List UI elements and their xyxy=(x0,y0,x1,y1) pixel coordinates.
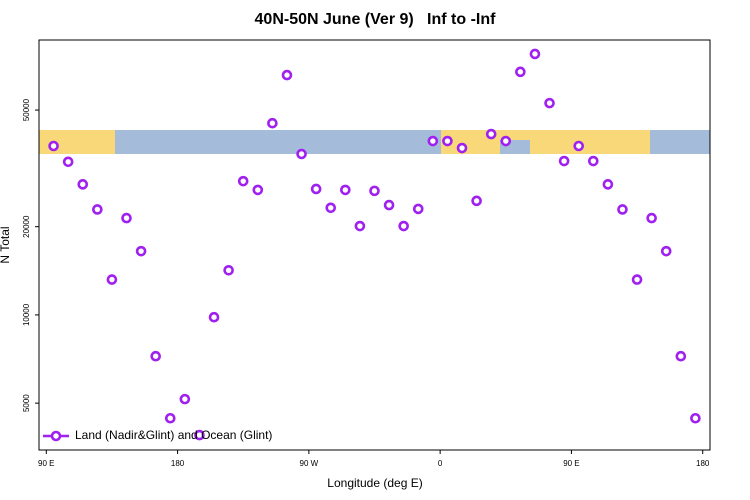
point xyxy=(354,220,366,232)
x-tick-label: 180 xyxy=(171,459,185,468)
point xyxy=(179,393,191,405)
point xyxy=(485,128,497,140)
point xyxy=(383,199,395,211)
point xyxy=(631,274,643,285)
point xyxy=(412,203,424,215)
map-strip xyxy=(39,130,710,154)
point xyxy=(325,202,337,214)
point xyxy=(340,184,351,196)
point xyxy=(223,264,234,276)
point xyxy=(646,212,657,224)
point xyxy=(369,185,380,197)
plot-frame xyxy=(38,39,711,451)
point xyxy=(442,135,453,147)
point xyxy=(237,175,249,187)
x-axis-title: Longitude (deg E) xyxy=(327,476,422,490)
point xyxy=(660,245,672,257)
point xyxy=(267,117,278,129)
point xyxy=(398,220,409,232)
x-tick-label: 0 xyxy=(438,459,443,468)
point xyxy=(456,142,468,154)
point xyxy=(617,204,628,215)
point xyxy=(106,274,118,285)
legend-marker xyxy=(50,430,62,442)
y-tick-label: 20000 xyxy=(22,215,31,238)
point xyxy=(427,135,439,147)
point xyxy=(544,97,555,109)
x-tick-label: 90 E xyxy=(563,459,579,468)
point xyxy=(296,148,307,160)
x-tick-label: 90 W xyxy=(300,459,319,468)
legend-label: Land (Nadir&Glint) and Ocean (Glint) xyxy=(75,428,272,442)
point xyxy=(675,350,687,362)
x-tick-label: 180 xyxy=(696,459,710,468)
point xyxy=(588,155,599,167)
point xyxy=(310,183,322,195)
point xyxy=(62,156,74,168)
point xyxy=(529,48,541,60)
point xyxy=(281,69,293,81)
point xyxy=(150,350,161,362)
y-tick-label: 10000 xyxy=(22,303,31,326)
point xyxy=(558,155,570,167)
point xyxy=(252,184,264,196)
point xyxy=(164,412,176,424)
point xyxy=(515,66,526,78)
chart-title: 40N-50N June (Ver 9) Inf to -Inf xyxy=(255,11,497,28)
point xyxy=(92,204,103,215)
point xyxy=(135,245,147,257)
point xyxy=(602,179,614,190)
point xyxy=(500,135,512,147)
y-tick-label: 50000 xyxy=(22,98,31,121)
y-axis-title: N Total xyxy=(0,226,12,263)
point xyxy=(48,140,59,152)
point xyxy=(471,195,482,207)
y-tick-label: 5000 xyxy=(22,394,31,412)
point xyxy=(690,412,701,424)
point xyxy=(121,212,132,224)
point xyxy=(77,179,89,190)
point xyxy=(573,140,585,152)
point xyxy=(208,311,220,323)
point xyxy=(194,429,205,441)
x-tick-label: 90 E xyxy=(38,459,54,468)
